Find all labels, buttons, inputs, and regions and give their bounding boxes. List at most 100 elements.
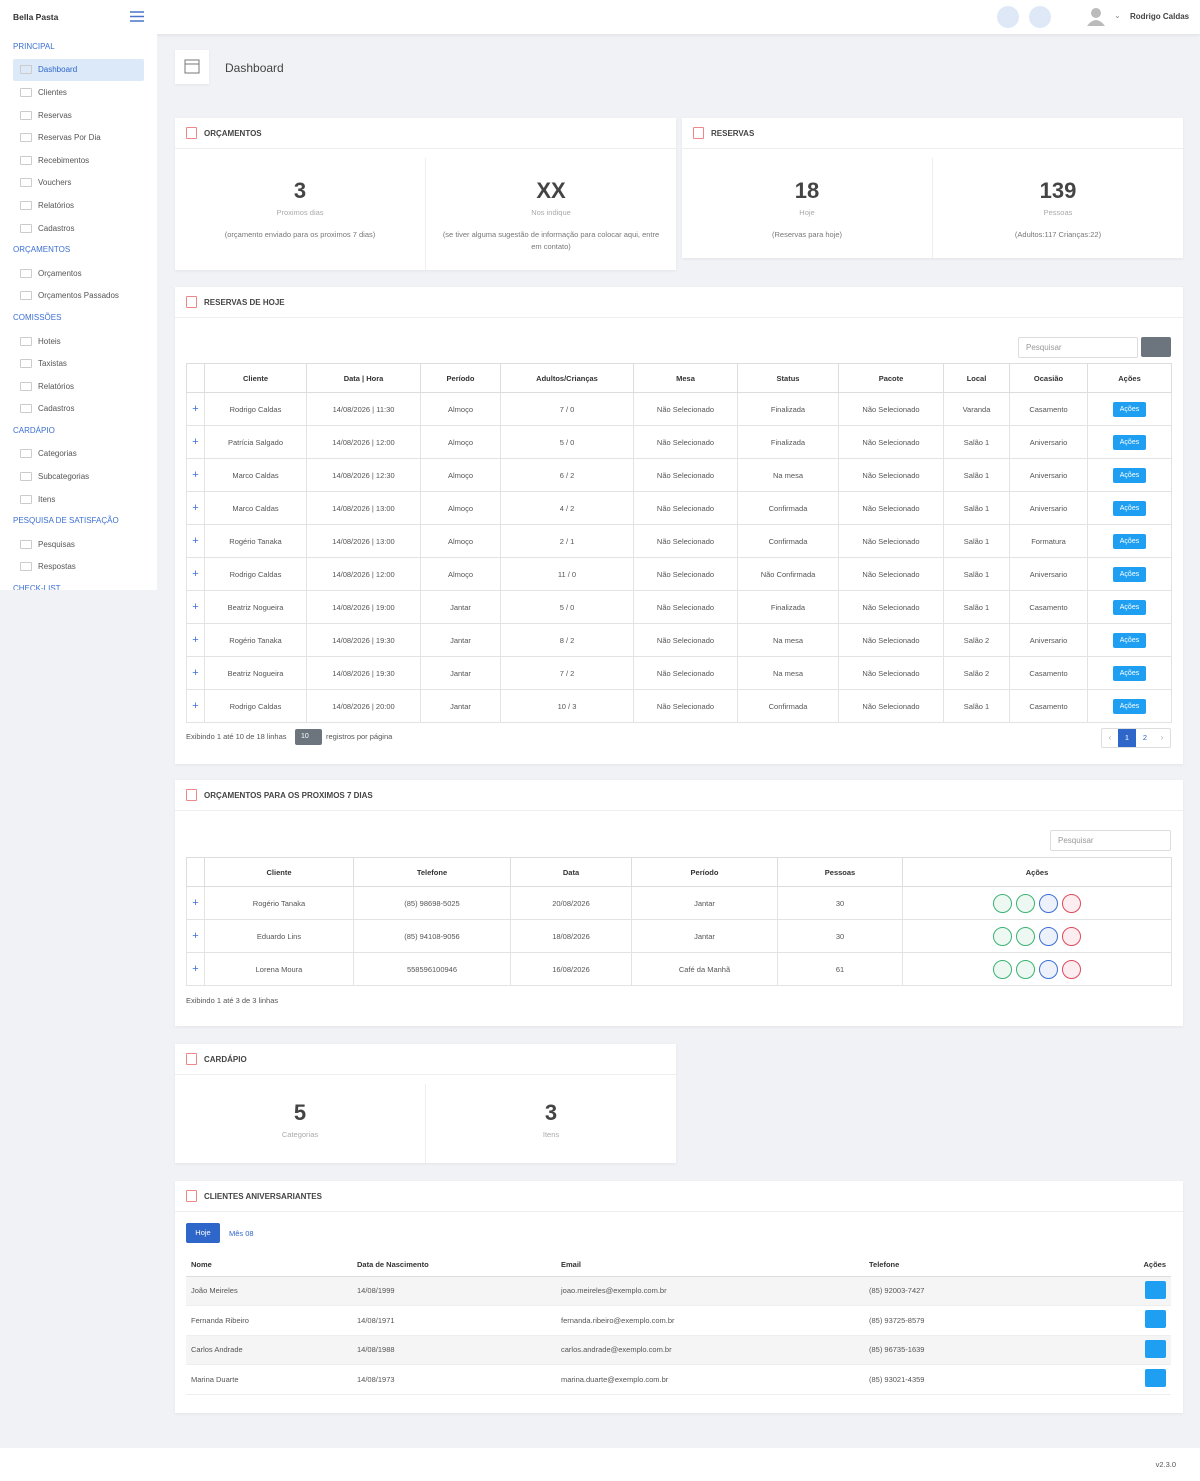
action-icon[interactable] [1039,926,1058,946]
table-row: Carlos Andrade 14/08/1988 carlos.andrade@e… [186,1335,1171,1365]
cell: 7 / 2 [500,656,634,690]
search-input[interactable]: Pesquisar [1050,830,1171,851]
notes-button[interactable] [997,6,1019,28]
expand[interactable]: + [186,524,205,558]
actions-button[interactable]: Ações [1112,500,1147,516]
page-link[interactable]: 1 [1118,729,1136,747]
action-icon[interactable] [1062,926,1081,946]
tab[interactable]: Mês 08 [229,1229,254,1238]
avatar[interactable] [1087,7,1105,26]
expand[interactable]: + [186,919,205,953]
cell: Salão 1 [943,590,1010,624]
page-next[interactable]: › [1160,733,1164,742]
messages-button[interactable] [1029,6,1051,28]
action-icon[interactable] [1062,959,1081,979]
sidebar-item[interactable]: Taxistas [0,352,157,375]
reservas-hoje-card: RESERVAS DE HOJE Pesquisar Cliente Data | H… [175,287,1183,764]
expand[interactable]: + [186,557,205,591]
actions-button[interactable]: Ações [1112,566,1147,582]
actions-button[interactable]: Ações [1112,599,1147,615]
cell: 14/08/1971 [352,1305,556,1336]
stat-label: Categorias [281,1130,319,1139]
expand[interactable]: + [186,425,205,459]
sidebar-item[interactable]: Hoteis [0,330,157,353]
sidebar-item[interactable]: Categorias [0,443,157,466]
actions-button[interactable]: Ações [1112,698,1147,714]
expand[interactable]: + [186,689,205,723]
action-icon[interactable] [993,893,1012,913]
page-link[interactable]: 2 [1142,733,1148,742]
action-icon[interactable] [1016,959,1035,979]
action-icon[interactable] [1039,959,1058,979]
sidebar-item[interactable]: Orçamentos Passados [0,285,157,308]
cell: Carlos Andrade [186,1335,352,1365]
cell: Confirmada [737,689,839,723]
sidebar-item[interactable]: Vouchers [0,172,157,195]
cell: Não Selecionado [838,458,944,492]
sidebar-item[interactable]: Relatórios [0,375,157,398]
sidebar-item[interactable]: Relatórios [0,194,157,217]
actions-cell [1024,1305,1171,1336]
sidebar-item[interactable]: Cadastros [0,398,157,421]
edit-button[interactable] [1145,1369,1166,1388]
stats: 18 Hoje (Reservas para hoje) 139 Pessoas (Adu… [682,158,1183,258]
actions-button[interactable]: Ações [1112,401,1147,417]
sidebar-item[interactable]: Respostas [0,556,157,579]
sidebar-item[interactable]: Cadastros [0,217,157,240]
expand[interactable]: + [186,656,205,690]
tab[interactable]: Hoje [186,1223,220,1243]
sidebar-item[interactable]: Dashboard [13,58,144,82]
sidebar-icon [20,336,32,346]
edit-button[interactable] [1145,1280,1166,1299]
cell: Rodrigo Caldas [204,557,307,591]
actions-cell [1024,1276,1171,1306]
action-icon[interactable] [1039,893,1058,913]
sidebar-item[interactable]: Pesquisas [0,533,157,556]
cell: Salão 1 [943,557,1010,591]
expand[interactable]: + [186,952,205,986]
expand[interactable]: + [186,392,205,426]
sidebar-item[interactable]: Reservas [0,104,157,127]
search-input[interactable]: Pesquisar [1018,337,1138,358]
pagination: ‹ 1 2 › [1101,728,1171,748]
sidebar-item[interactable]: Reservas Por Dia [0,126,157,149]
expand[interactable]: + [186,590,205,624]
actions-button[interactable]: Ações [1112,533,1147,549]
actions-button[interactable]: Ações [1112,632,1147,648]
action-icon[interactable] [1016,893,1035,913]
menu-toggle[interactable] [130,11,144,22]
expand[interactable]: + [186,491,205,525]
cell: 14/08/2026 | 19:30 [306,623,421,657]
cell: 5 / 0 [500,425,634,459]
sidebar-item[interactable]: Subcategorias [0,465,157,488]
action-icon[interactable] [993,926,1012,946]
cell: 5 / 0 [500,590,634,624]
cell: Rodrigo Caldas [204,689,307,723]
actions-button[interactable]: Ações [1112,434,1147,450]
card-header: ORÇAMENTOS [175,118,676,149]
sidebar-icon [20,200,32,210]
expand[interactable]: + [186,886,205,920]
sidebar-item[interactable]: Itens [0,488,157,511]
page-size[interactable]: 10 [295,729,322,745]
cell: 14/08/2026 | 11:30 [306,392,421,426]
sidebar-icon [20,381,32,391]
sidebar-label: Dashboard [38,65,78,75]
edit-button[interactable] [1145,1310,1166,1329]
sidebar-item[interactable]: Orçamentos [0,262,157,285]
actions-button[interactable]: Ações [1112,665,1147,681]
page-prev[interactable]: ‹ [1108,733,1112,742]
sidebar-item[interactable]: Recebimentos [0,149,157,172]
edit-button[interactable] [1145,1339,1166,1358]
expand[interactable]: + [186,623,205,657]
expand[interactable]: + [186,458,205,492]
cell: Marco Caldas [204,491,307,525]
table-row: + Rodrigo Caldas 14/08/2026 | 11:30 Almoço 7… [186,392,1172,426]
user-name[interactable]: Rodrigo Caldas [1130,12,1190,21]
actions-button[interactable]: Ações [1112,467,1147,483]
sidebar-item[interactable]: Clientes [0,81,157,104]
columns-button[interactable] [1141,337,1171,357]
action-icon[interactable] [993,959,1012,979]
action-icon[interactable] [1062,893,1081,913]
action-icon[interactable] [1016,926,1035,946]
